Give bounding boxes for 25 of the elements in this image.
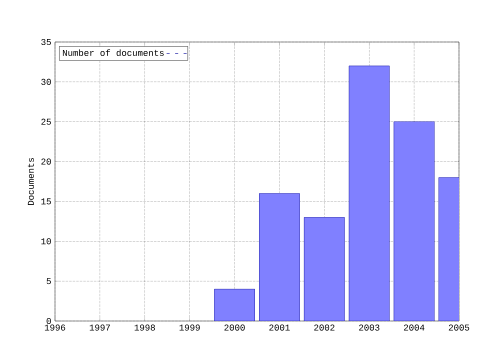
x-tick-label: 2004: [404, 324, 424, 331]
y-axis-title: Documents: [28, 158, 34, 206]
y-tick-label: 20: [41, 158, 51, 165]
x-tick-label: 1999: [180, 324, 200, 331]
bar: [394, 122, 435, 321]
y-tick-label: 0: [46, 318, 51, 324]
x-tick-label: 1996: [44, 324, 66, 331]
bar: [304, 217, 345, 321]
x-tick-label: 2005: [448, 324, 470, 331]
y-tick-label: 10: [41, 238, 51, 244]
y-tick-label: 25: [41, 118, 51, 125]
y-tick-label: 35: [41, 38, 51, 46]
x-tick-label: 2000: [224, 324, 245, 331]
bar: [259, 193, 300, 321]
x-tick-label: 1997: [90, 324, 110, 331]
x-tick-label: 1998: [134, 324, 155, 331]
y-tick-label: 5: [46, 278, 51, 284]
legend-label: Number of documents: [62, 49, 164, 56]
y-tick-label: 30: [41, 78, 51, 85]
x-tick-label: 2001: [269, 324, 290, 331]
bar: [348, 66, 390, 321]
y-tick-label: 15: [41, 198, 51, 204]
x-tick-label: 2002: [314, 324, 334, 331]
bar: [214, 288, 255, 321]
x-tick-label: 2003: [359, 324, 380, 331]
